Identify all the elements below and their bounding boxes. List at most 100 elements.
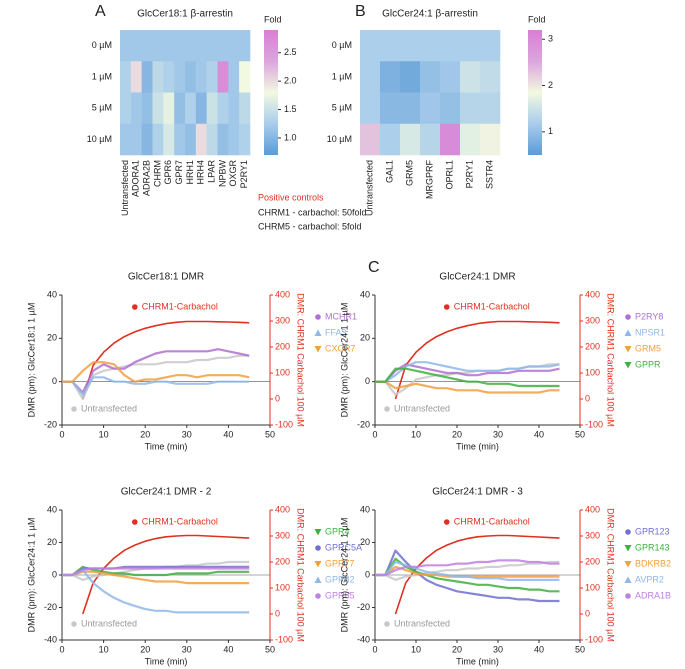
legend-marker <box>132 519 138 525</box>
heatmap-cell <box>120 92 132 125</box>
y2-axis-label: DMR: CHRM1 Carbachol 100 µM <box>296 293 306 427</box>
chart-title: GlcCer24:1 DMR - 3 <box>432 487 523 498</box>
x-tick-label: 40 <box>534 429 544 439</box>
column-label: ADORA1 <box>131 160 141 197</box>
y2-tick-label: 300 <box>585 315 600 325</box>
legend-marker <box>315 593 321 599</box>
series-line <box>375 549 560 603</box>
legend-label: P2RY8 <box>635 311 663 321</box>
legend-marker <box>71 621 77 627</box>
column-label: Untransfected <box>120 160 130 216</box>
panel-label: C <box>368 259 380 276</box>
legend-label: GPPR <box>635 359 661 369</box>
legend-marker <box>314 561 322 568</box>
y-tick-label: 0 <box>52 569 57 579</box>
heatmap-cell <box>206 61 218 93</box>
heatmap-cell <box>141 30 153 62</box>
x-tick-label: 0 <box>59 429 64 439</box>
legend-label: CHRM1-Carbachol <box>454 516 530 526</box>
x-tick-label: 0 <box>372 644 377 654</box>
heatmap-cell <box>185 123 197 156</box>
heatmap-cell <box>380 61 401 93</box>
y2-tick-label: -100 <box>275 419 293 429</box>
column-label: LPAR <box>206 160 216 183</box>
series-line <box>82 320 250 400</box>
y2-tick-label: 200 <box>275 341 290 351</box>
x-tick-label: 0 <box>372 429 377 439</box>
series-line <box>62 376 250 396</box>
row-label: 10 µM <box>87 134 112 144</box>
x-tick-label: 10 <box>411 644 421 654</box>
row-label: 5 µM <box>332 103 352 113</box>
controls-title: Positive controls <box>258 192 324 202</box>
y2-tick-label: 200 <box>275 556 290 566</box>
y2-tick-label: 400 <box>585 289 600 299</box>
colorbar-tick-label: 2 <box>548 80 553 90</box>
y-tick-label: -20 <box>357 602 370 612</box>
heatmap-cell <box>460 61 481 93</box>
x-tick-label: 40 <box>223 429 233 439</box>
x-tick-label: 20 <box>140 644 150 654</box>
column-label: HRH1 <box>185 160 195 185</box>
heatmap-cell <box>195 92 207 125</box>
heatmap-cell <box>400 123 421 156</box>
y2-tick-label: 100 <box>275 367 290 377</box>
y-axis-label: DMR (pm): GlcCer24:1 1 µM <box>339 518 349 633</box>
x-tick-label: 30 <box>182 644 192 654</box>
series-line <box>375 560 560 581</box>
legend-marker <box>314 346 322 353</box>
legend-label: GPR143 <box>635 542 670 552</box>
heatmap-cell <box>163 30 175 62</box>
y2-tick-label: -100 <box>275 634 293 644</box>
chart-title: GlcCer24:1 DMR <box>439 272 515 283</box>
row-label: 0 µM <box>92 40 112 50</box>
column-label: GAL1 <box>384 160 394 183</box>
heatmap-cell <box>360 30 381 62</box>
heatmap-cell <box>217 61 229 93</box>
legend-label: Untransfected <box>394 618 450 628</box>
legend-marker <box>71 406 77 412</box>
heatmap-cell <box>460 92 481 125</box>
x-axis-label: Time (min) <box>456 441 499 451</box>
column-label: SSTR4 <box>484 160 494 189</box>
heatmap-cell <box>480 30 501 62</box>
y-tick-label: 20 <box>47 537 57 547</box>
controls-item: CHRM5 - carbachol: 5fold <box>258 221 362 231</box>
x-tick-label: 20 <box>452 429 462 439</box>
x-tick-label: 10 <box>99 644 109 654</box>
heatmap-cell <box>228 123 240 156</box>
series-line <box>62 354 250 401</box>
x-tick-label: 50 <box>265 644 275 654</box>
colorbar <box>264 30 278 155</box>
panel-label: B <box>355 3 366 20</box>
legend-label: Untransfected <box>394 403 450 413</box>
y2-tick-label: 100 <box>585 367 600 377</box>
heatmap-cell <box>130 92 142 125</box>
legend-marker <box>624 329 632 336</box>
series-line <box>375 367 560 388</box>
series-line <box>375 361 560 383</box>
series-line <box>375 363 560 383</box>
legend-label: CXCR7 <box>325 343 356 353</box>
heatmap-cell <box>185 61 197 93</box>
column-label: ADRA2B <box>141 160 151 196</box>
heatmap-cell <box>440 30 461 62</box>
heatmap-cell <box>480 92 501 125</box>
colorbar-tick-label: 1 <box>548 126 553 136</box>
heatmap-cell <box>163 92 175 125</box>
heatmap-title: GlcCer18:1 β-arrestin <box>137 9 233 20</box>
y2-tick-label: 400 <box>275 504 290 514</box>
legend-marker <box>384 406 390 412</box>
legend-marker <box>384 621 390 627</box>
series-line <box>62 567 250 577</box>
heatmap-cell <box>380 30 401 62</box>
legend-label: CHRM1-Carbachol <box>142 516 218 526</box>
legend-marker <box>624 576 632 583</box>
y2-tick-label: 300 <box>585 530 600 540</box>
y2-tick-label: 300 <box>275 530 290 540</box>
legend-marker <box>624 346 632 353</box>
heatmap-cell <box>360 123 381 156</box>
heatmap-cell <box>206 92 218 125</box>
x-tick-label: 30 <box>182 429 192 439</box>
y-axis-label: DMR (pm): GlcCer18:1 1 µM <box>26 303 36 418</box>
